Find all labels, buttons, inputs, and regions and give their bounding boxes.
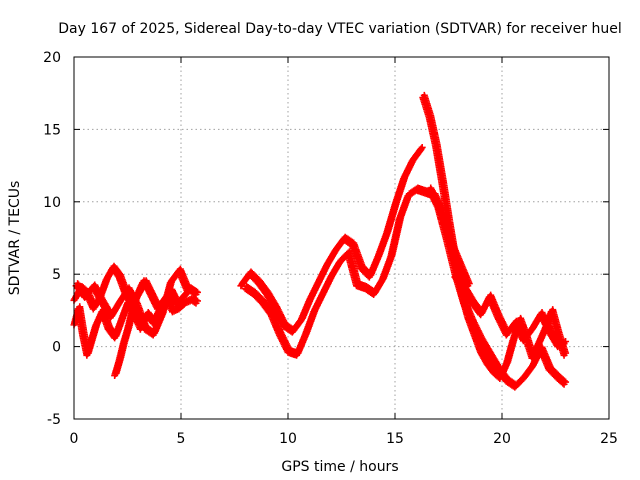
data-points: [70, 91, 570, 391]
data-point: [185, 285, 193, 293]
y-tick-label: -5: [47, 412, 61, 428]
grid: [74, 57, 609, 419]
series-track-f: [241, 184, 473, 359]
x-tick-label: 10: [279, 431, 297, 447]
tick-labels: 0 5 10 15 20 25 -5 0 5 10 15 20: [43, 50, 618, 447]
data-point: [562, 378, 570, 386]
series-track-d: [111, 277, 148, 380]
chart-title: Day 167 of 2025, Sidereal Day-to-day VTE…: [58, 21, 621, 37]
data-point: [193, 297, 201, 305]
data-point: [562, 349, 570, 357]
x-tick-label: 5: [177, 431, 186, 447]
y-tick-label: 10: [43, 195, 61, 211]
y-axis-title: SDTVAR / TECUs: [7, 181, 23, 296]
x-tick-label: 25: [600, 431, 618, 447]
data-point: [193, 288, 201, 296]
x-tick-label: 20: [493, 431, 511, 447]
plot-frame: [73, 56, 610, 420]
axis-ticks: [73, 56, 610, 420]
y-tick-label: 5: [52, 267, 61, 283]
x-tick-label: 15: [386, 431, 404, 447]
data-point: [465, 280, 473, 288]
y-tick-label: 0: [52, 340, 61, 356]
y-tick-label: 20: [43, 50, 61, 66]
data-point: [418, 143, 426, 151]
data-point: [140, 277, 148, 285]
x-tick-label: 0: [70, 431, 79, 447]
data-point: [562, 338, 570, 346]
series-track-e: [237, 143, 426, 336]
y-tick-label: 15: [43, 122, 61, 138]
series-track-i: [451, 271, 570, 351]
x-axis-title: GPS time / hours: [281, 459, 398, 475]
